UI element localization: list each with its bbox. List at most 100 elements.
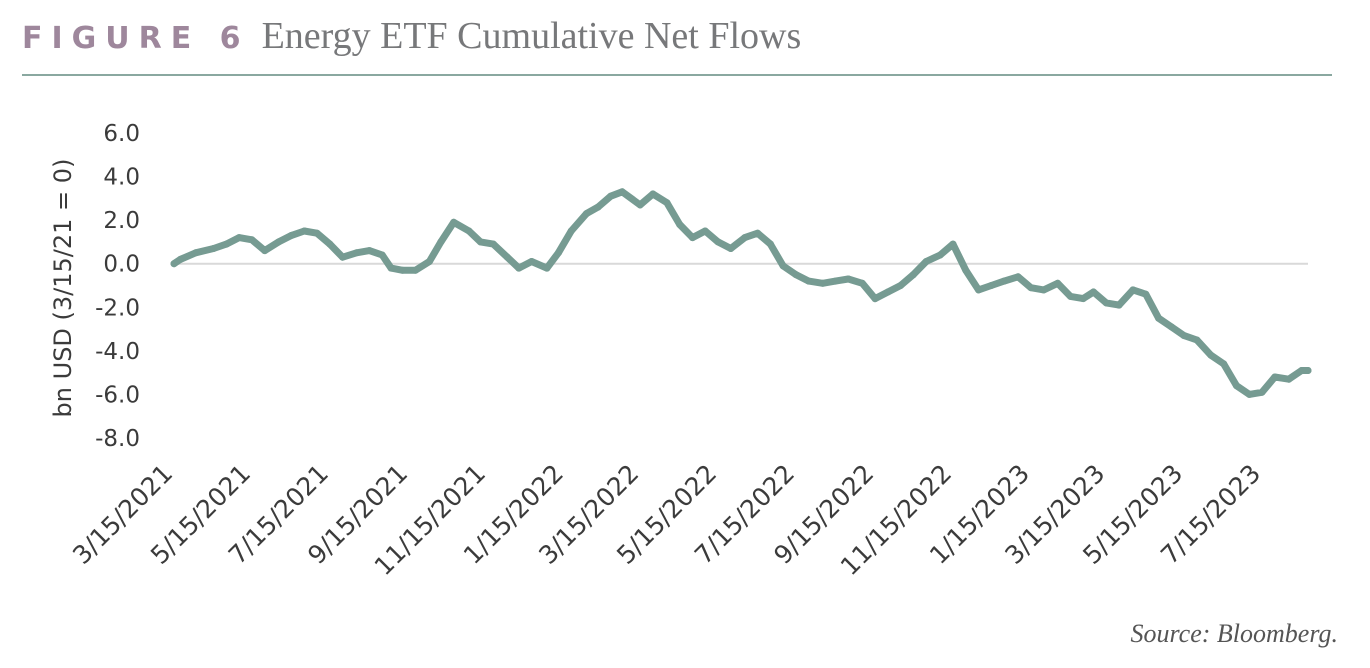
data-point [235, 234, 243, 242]
data-point [300, 227, 308, 235]
data-point [248, 236, 256, 244]
data-point [607, 192, 615, 200]
data-point [689, 234, 696, 242]
data-point [897, 282, 905, 289]
y-tick-label: 0.0 [103, 252, 140, 278]
data-point [1233, 382, 1240, 390]
data-point [871, 295, 879, 303]
data-point [515, 264, 523, 272]
y-tick-label: 6.0 [103, 121, 140, 147]
figure-label: FIGURE 6 [22, 21, 250, 56]
data-point [962, 266, 970, 274]
data-point [353, 249, 361, 257]
data-point [779, 262, 787, 270]
data-point [176, 255, 184, 263]
data-point [543, 264, 551, 272]
data-point [1115, 301, 1123, 309]
header-divider [22, 74, 1332, 76]
data-point [987, 282, 995, 289]
data-point [1079, 295, 1087, 303]
data-point [222, 240, 230, 248]
data-point [170, 260, 178, 268]
data-point [583, 210, 590, 218]
data-point [766, 240, 774, 248]
data-point [528, 258, 536, 265]
data-point [936, 251, 944, 259]
data-point [727, 245, 735, 252]
data-point [949, 240, 957, 248]
data-point [503, 253, 511, 261]
data-point [1014, 273, 1022, 281]
data-point [754, 229, 762, 237]
figure-title: Energy ETF Cumulative Net Flows [261, 15, 802, 57]
data-point [275, 238, 283, 246]
data-point [1054, 279, 1062, 287]
y-tick-label: 4.0 [103, 165, 140, 191]
data-point [676, 221, 684, 228]
data-point [378, 251, 386, 259]
source-note: Source: Bloomberg. [1130, 619, 1338, 648]
data-point [975, 286, 982, 294]
data-point [714, 238, 722, 246]
data-point [313, 229, 321, 237]
data-point [832, 277, 839, 285]
data-point [489, 240, 497, 248]
data-point [844, 275, 852, 283]
data-point [1155, 314, 1163, 322]
data-point [1220, 360, 1228, 368]
data-point [339, 253, 347, 261]
y-tick-label: -8.0 [95, 426, 140, 452]
data-point [819, 279, 827, 287]
data-point [792, 271, 800, 279]
data-point [1298, 367, 1306, 374]
y-tick-label: 2.0 [103, 208, 140, 234]
data-point [1142, 290, 1150, 298]
y-tick-label: -2.0 [95, 295, 140, 321]
data-point [210, 245, 218, 252]
data-point [741, 234, 749, 242]
data-point [411, 266, 419, 274]
data-point [261, 247, 269, 255]
y-tick-label: -4.0 [95, 339, 140, 365]
data-point [425, 258, 433, 265]
series-line [170, 188, 1312, 398]
data-point [1258, 388, 1266, 396]
data-point [1102, 299, 1110, 307]
data-point [663, 199, 671, 207]
data-point [365, 247, 373, 255]
data-point [858, 279, 866, 287]
data-point [1180, 332, 1188, 340]
data-point [192, 249, 200, 257]
data-point [922, 258, 930, 265]
data-point [1000, 277, 1008, 285]
data-point [288, 231, 295, 239]
data-point [884, 288, 892, 296]
data-point [909, 271, 917, 279]
data-point [594, 203, 602, 211]
data-point [477, 238, 484, 246]
data-point [1271, 373, 1279, 381]
data-point [1245, 390, 1253, 398]
data-point [701, 227, 709, 235]
data-point [618, 188, 626, 196]
data-point [1167, 323, 1175, 331]
data-point [1285, 375, 1293, 383]
data-point [636, 201, 644, 209]
data-point [805, 277, 813, 285]
data-point [1090, 288, 1097, 296]
data-point [1067, 292, 1074, 300]
data-point [437, 238, 445, 246]
data-point [1027, 284, 1035, 292]
data-point [1129, 286, 1137, 294]
data-point [399, 266, 407, 274]
data-point [465, 227, 473, 235]
data-point [1193, 336, 1201, 344]
data-point [554, 249, 562, 257]
data-point [567, 227, 575, 235]
data-point [1207, 351, 1215, 359]
data-point [1304, 367, 1312, 374]
data-point [1040, 286, 1048, 294]
data-point [450, 218, 458, 226]
data-point [649, 190, 657, 198]
